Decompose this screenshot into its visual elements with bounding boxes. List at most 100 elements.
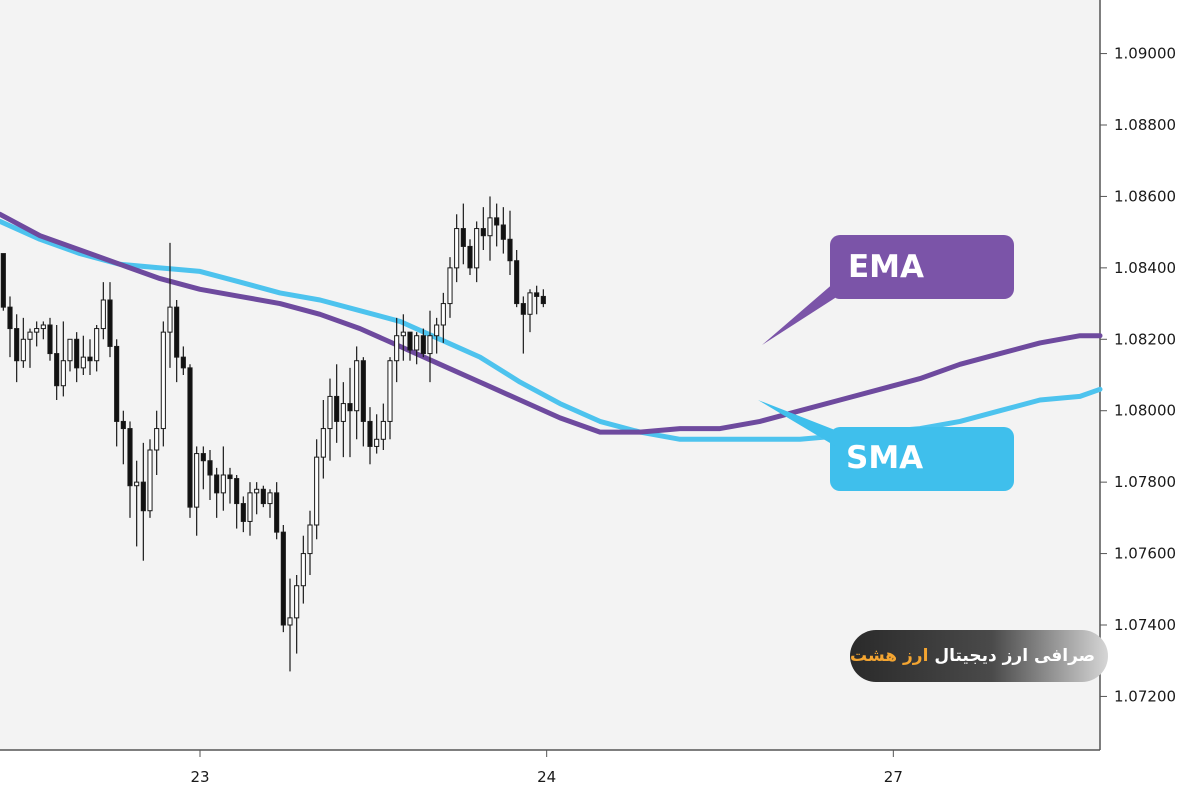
watermark-brand: ارز هشت (850, 646, 929, 666)
candle-bearish (7, 306, 13, 330)
candle-bullish (320, 428, 326, 458)
x-axis-ticks: 2324272829 (190, 750, 903, 786)
sma-label-box (830, 427, 1014, 491)
candle-bearish (114, 345, 120, 422)
candle-bullish (194, 453, 200, 508)
candle-bearish (107, 299, 113, 347)
candle-bearish (534, 292, 540, 297)
moving-average-lines (0, 211, 1103, 442)
candle-bullish (327, 395, 333, 430)
candle-bearish (207, 460, 213, 476)
sma-callout: SMA (758, 400, 1014, 491)
candle-bullish (154, 428, 160, 451)
candle-bearish (54, 353, 60, 387)
candle-bullish (247, 492, 253, 522)
candle-bearish (274, 492, 280, 533)
y-tick-label: 1.07800 (1114, 473, 1176, 491)
ema-pointer (762, 282, 835, 345)
candle-bullish (254, 488, 260, 494)
candle-bearish (480, 228, 486, 237)
candle-bearish (227, 474, 233, 480)
candle-bullish (160, 331, 166, 430)
y-tick-label: 1.07400 (1114, 616, 1176, 634)
candle-bullish (100, 299, 106, 330)
candle-bullish (294, 585, 300, 619)
candle-bullish (20, 338, 26, 362)
ema-label-box (830, 235, 1014, 299)
axis-background-bottom (0, 750, 1100, 800)
y-axis-ticks: 1.09000 1.08800 1.08600 1.08400 1.08200 1.080… (1100, 45, 1176, 705)
candle-bullish (380, 420, 386, 440)
candle-bearish (500, 224, 506, 240)
candle-bearish (520, 303, 526, 315)
candle-bullish (340, 403, 346, 422)
candle-bearish (240, 503, 246, 522)
candle-bullish (40, 324, 46, 330)
watermark-badge: صرافی ارز دیجیتال ارز هشت (850, 630, 1108, 682)
y-tick-label: 1.08200 (1114, 330, 1176, 348)
candle-bearish (14, 328, 20, 362)
candle-bullish (314, 456, 320, 526)
candle-bullish (134, 481, 140, 487)
y-tick-label: 1.08000 (1114, 402, 1176, 420)
candle-bearish (140, 481, 146, 512)
y-tick-label: 1.08800 (1114, 116, 1176, 134)
candle-bearish (234, 478, 240, 505)
candle-bearish (367, 420, 373, 447)
sma-line (0, 218, 1103, 442)
candle-bearish (174, 306, 180, 358)
candle-bearish (360, 360, 366, 422)
candle-bullish (220, 474, 226, 494)
x-tick-label: 27 (884, 768, 903, 786)
candle-bearish (420, 335, 426, 355)
candle-bullish (434, 324, 440, 337)
candle-bullish (487, 217, 493, 237)
candle-bullish (440, 303, 446, 326)
candle-bullish (80, 356, 86, 369)
ema-label: EMA (848, 249, 924, 285)
candle-bearish (127, 428, 133, 487)
candle-bullish (400, 331, 406, 337)
ema-line (0, 211, 1103, 435)
candle-bearish (120, 420, 126, 430)
candle-bearish (0, 253, 6, 308)
candles (0, 196, 546, 672)
candle-bearish (347, 403, 353, 412)
candle-bullish (427, 335, 433, 355)
candle-bullish (267, 492, 273, 505)
candle-bearish (494, 217, 500, 226)
candle-bullish (474, 228, 480, 269)
candle-bearish (334, 395, 340, 422)
candle-bullish (287, 617, 293, 626)
candle-bearish (467, 245, 473, 269)
sma-pointer (758, 400, 835, 446)
y-tick-label: 1.08400 (1114, 259, 1176, 277)
candle-bearish (200, 453, 206, 462)
candle-bullish (167, 306, 173, 333)
candle-bearish (47, 324, 53, 355)
candle-bearish (514, 260, 520, 305)
candle-bullish (387, 360, 393, 422)
candle-bullish (147, 449, 153, 512)
candle-bearish (540, 295, 546, 305)
candle-bearish (260, 488, 266, 505)
y-tick-label: 1.07200 (1114, 687, 1176, 705)
candle-bullish (414, 335, 420, 351)
candle-bullish (447, 267, 453, 305)
candle-bullish (300, 553, 306, 587)
candle-bullish (374, 438, 380, 447)
candle-bearish (74, 338, 80, 369)
sma-label: SMA (846, 440, 923, 476)
candle-bearish (187, 367, 193, 508)
candle-bearish (180, 356, 186, 369)
candle-bullish (34, 328, 40, 333)
candle-bullish (67, 338, 73, 362)
x-tick-label: 24 (537, 768, 556, 786)
axis-background-right (1100, 0, 1200, 800)
candle-bearish (214, 474, 220, 494)
candle-bullish (60, 360, 66, 387)
candle-bullish (27, 331, 33, 340)
candle-bearish (87, 356, 93, 362)
